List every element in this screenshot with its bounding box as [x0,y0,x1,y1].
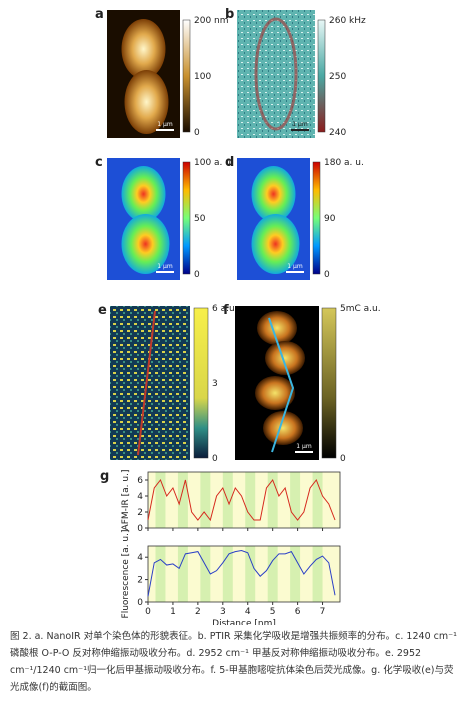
x-tick-label: 6 [295,607,301,617]
plot-stripe [267,472,278,528]
plot-stripe [155,472,166,528]
chromosome [121,19,166,79]
colorbar-label: 200 nm [194,16,229,26]
y-tick-label: 2 [137,576,143,586]
profile-line [268,317,295,453]
chromosome [251,214,300,274]
y-tick-label: 2 [137,508,143,518]
colorbar-label: 6 a.u. [212,304,238,314]
y-axis-label: AFM-IR [a. u.] [121,470,131,531]
y-tick-label: 6 [137,476,143,486]
plot-stripe [222,546,233,602]
chromosome [263,411,303,445]
colorbar [312,161,321,275]
plot-stripe [312,472,323,528]
chromosome [257,311,297,345]
plot-frame [147,471,341,529]
x-tick-label: 7 [320,607,326,617]
colorbar-label: 50 [194,214,206,224]
colorbar-label: 240 [329,128,346,138]
plot-stripe [177,546,188,602]
plot-stripe [200,546,211,602]
panel-letter: g [100,469,109,484]
x-tick-label: 3 [220,607,226,617]
colorbar-label: 0 [324,270,330,280]
chromosome [254,17,298,131]
colorbar-label: 250 [329,72,346,82]
colorbar [321,307,337,459]
chromosome [121,214,170,274]
colorbar-label: 0 [340,454,346,464]
plot-bg [148,546,340,602]
colorbar-label: 5mC a.u. [340,304,381,314]
y-tick-label: 0 [137,524,143,534]
x-tick-label: 4 [245,607,251,617]
colorbar [317,19,326,133]
data-line [147,549,336,597]
panel-image [237,10,315,138]
colorbar [182,161,191,275]
plot-stripe [245,546,256,602]
panel-letter: c [95,155,103,170]
plot-stripe [177,472,188,528]
y-axis-label: Fluorescence [a. u.] [121,530,131,619]
colorbar [182,19,191,133]
chromosome [251,166,296,222]
x-tick-label: 5 [270,607,276,617]
scale-label: 1 μm [157,121,173,128]
panel-letter: e [98,303,107,318]
y-tick-label: 4 [137,553,143,563]
data-line [147,478,336,522]
colorbar-label: 90 [324,214,336,224]
scale-label: 1 μm [292,121,308,128]
colorbar-label: 100 [194,72,211,82]
plot-stripe [290,546,301,602]
panel-letter: a [95,7,104,22]
x-tick-label: 2 [195,607,201,617]
colorbar-label: 0 [194,128,200,138]
scale-label: 1 μm [287,263,303,270]
plot-bg [148,472,340,528]
colorbar-label: 260 kHz [329,16,366,26]
plot-frame [147,545,341,603]
plot-stripe [245,472,256,528]
colorbar-label: 0 [194,270,200,280]
scale-label: 1 μm [296,443,312,450]
panel-letter: b [225,7,234,22]
x-tick-label: 1 [170,607,176,617]
x-axis-label: Distance [nm] [212,619,276,625]
caption: 图 2. a. NanoIR 对单个染色体的形貌表征。b. PTIR 采集化学吸… [10,631,457,693]
plot-stripe [312,546,323,602]
colorbar-label: 180 a. u. [324,158,364,168]
plot-stripe [267,546,278,602]
chromosome [124,70,169,134]
plot-stripe [290,472,301,528]
colorbar [193,307,209,459]
plot-stripe [200,472,211,528]
profile-line [137,310,156,456]
scale-label: 1 μm [157,263,173,270]
y-tick-label: 0 [137,598,143,608]
y-tick-label: 4 [137,492,143,502]
x-tick-label: 0 [145,607,151,617]
colorbar-label: 100 a. u [194,158,231,168]
panel-letter: d [225,155,234,170]
chromosome [255,376,295,410]
plot-stripe [155,546,166,602]
panel-letter: f [223,303,229,318]
colorbar-label: 3 [212,379,218,389]
colorbar-label: 0 [212,454,218,464]
chromosome [121,166,166,222]
chromosome [265,341,305,375]
panel-image [110,306,190,460]
